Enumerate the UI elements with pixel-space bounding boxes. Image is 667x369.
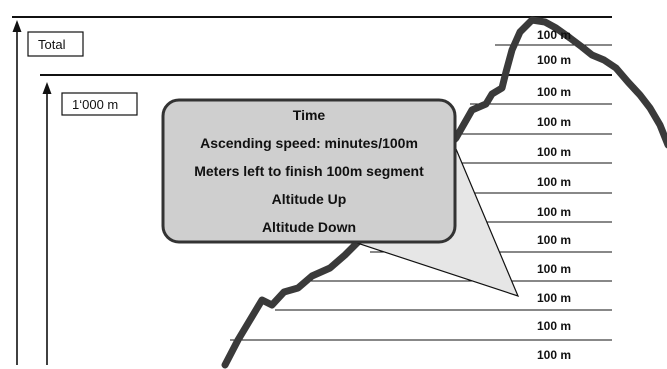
segment-marker-labels: 100 m 100 m 100 m 100 m 100 m 100 m 100 … xyxy=(537,28,571,362)
callout-line-altitude-down: Altitude Down xyxy=(262,219,356,235)
segment-label-box: 1‘000 m xyxy=(61,92,138,116)
total-axis-arrow xyxy=(12,20,22,365)
callout-line-altitude-up: Altitude Up xyxy=(272,191,347,207)
segment-marker: 100 m xyxy=(537,291,571,305)
segment-marker: 100 m xyxy=(537,145,571,159)
segment-marker: 100 m xyxy=(537,233,571,247)
segment-marker: 100 m xyxy=(537,348,571,362)
segment-marker: 100 m xyxy=(537,262,571,276)
info-callout: Time Ascending speed: minutes/100m Meter… xyxy=(161,98,457,244)
segment-marker: 100 m xyxy=(537,85,571,99)
segment-marker: 100 m xyxy=(537,175,571,189)
segment-axis-arrow xyxy=(42,82,52,365)
total-label-box: Total xyxy=(27,31,84,57)
segment-marker: 100 m xyxy=(537,319,571,333)
callout-line-ascending-speed: Ascending speed: minutes/100m xyxy=(200,135,418,151)
segment-marker: 100 m xyxy=(537,205,571,219)
callout-line-meters-left: Meters left to finish 100m segment xyxy=(194,163,424,179)
callout-line-time: Time xyxy=(293,107,326,123)
segment-marker: 100 m xyxy=(537,53,571,67)
segment-marker: 100 m xyxy=(537,115,571,129)
altitude-profile-line xyxy=(221,16,667,369)
segment-total-label: 1‘000 m xyxy=(72,97,118,112)
total-label: Total xyxy=(38,37,66,52)
segment-marker: 100 m xyxy=(537,28,571,42)
